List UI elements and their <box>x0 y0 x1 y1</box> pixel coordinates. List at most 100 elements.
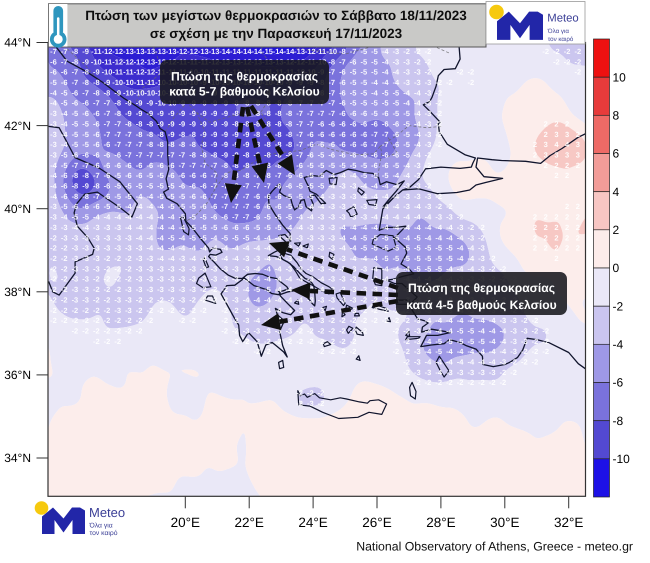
svg-text:-2: -2 <box>211 285 218 294</box>
svg-text:-3: -3 <box>157 285 164 294</box>
svg-text:-4: -4 <box>50 192 57 201</box>
svg-text:-3: -3 <box>82 254 89 263</box>
svg-text:-8: -8 <box>146 119 153 128</box>
svg-text:-8: -8 <box>221 161 228 170</box>
svg-text:-3: -3 <box>50 213 57 222</box>
svg-text:-6: -6 <box>61 192 68 201</box>
svg-text:-3: -3 <box>478 254 485 263</box>
svg-text:-6: -6 <box>93 151 100 160</box>
svg-text:-3: -3 <box>328 254 335 263</box>
svg-text:-4: -4 <box>264 306 271 315</box>
svg-text:-4: -4 <box>136 213 143 222</box>
svg-text:-2: -2 <box>500 264 507 273</box>
svg-text:-2: -2 <box>200 295 207 304</box>
svg-text:-4: -4 <box>328 171 335 180</box>
svg-text:-2: -2 <box>232 337 239 346</box>
svg-text:-4: -4 <box>157 254 164 263</box>
svg-text:-9: -9 <box>136 109 143 118</box>
svg-text:-5: -5 <box>307 182 314 191</box>
svg-text:-6: -6 <box>104 151 111 160</box>
svg-text:-6: -6 <box>125 171 132 180</box>
svg-text:-4: -4 <box>253 316 260 325</box>
svg-text:-6: -6 <box>200 202 207 211</box>
svg-text:-3: -3 <box>328 213 335 222</box>
svg-text:-5: -5 <box>72 109 79 118</box>
svg-text:-4: -4 <box>457 316 464 325</box>
svg-text:-5: -5 <box>157 192 164 201</box>
svg-text:-3: -3 <box>232 285 239 294</box>
svg-text:-8: -8 <box>211 151 218 160</box>
svg-text:-4: -4 <box>360 223 367 232</box>
svg-text:-6: -6 <box>253 202 260 211</box>
svg-text:-10: -10 <box>91 57 102 66</box>
svg-text:-7: -7 <box>232 202 239 211</box>
svg-text:-3: -3 <box>307 306 314 315</box>
svg-text:-6: -6 <box>350 151 357 160</box>
svg-text:-2: -2 <box>360 295 367 304</box>
svg-text:-3: -3 <box>104 223 111 232</box>
svg-text:-5: -5 <box>114 192 121 201</box>
svg-text:3: 3 <box>544 140 548 149</box>
svg-text:-6: -6 <box>382 151 389 160</box>
svg-text:-2: -2 <box>318 327 325 336</box>
svg-text:-3: -3 <box>82 275 89 284</box>
svg-text:-4: -4 <box>382 47 389 56</box>
svg-text:-4: -4 <box>371 223 378 232</box>
svg-text:-5: -5 <box>425 244 432 253</box>
svg-text:-5: -5 <box>393 161 400 170</box>
svg-text:-4: -4 <box>350 233 357 242</box>
svg-text:-4: -4 <box>360 192 367 201</box>
svg-text:-3: -3 <box>157 264 164 273</box>
svg-text:-4: -4 <box>146 202 153 211</box>
svg-text:20°E: 20°E <box>171 515 200 530</box>
svg-text:-4: -4 <box>382 223 389 232</box>
svg-text:-6: -6 <box>393 151 400 160</box>
svg-text:-5: -5 <box>168 192 175 201</box>
svg-text:-8: -8 <box>72 182 79 191</box>
svg-text:-5: -5 <box>104 202 111 211</box>
svg-text:-8: -8 <box>264 151 271 160</box>
svg-text:-6: -6 <box>189 171 196 180</box>
svg-text:-2: -2 <box>243 337 250 346</box>
svg-text:-6: -6 <box>114 161 121 170</box>
svg-text:-9: -9 <box>125 99 132 108</box>
svg-text:-4: -4 <box>179 244 186 253</box>
svg-text:-8: -8 <box>200 140 207 149</box>
svg-text:-4: -4 <box>382 182 389 191</box>
svg-text:-3: -3 <box>478 244 485 253</box>
svg-text:-8: -8 <box>243 171 250 180</box>
svg-text:-8: -8 <box>286 130 293 139</box>
svg-text:-5: -5 <box>382 233 389 242</box>
svg-text:2: 2 <box>565 233 569 242</box>
svg-text:-4: -4 <box>403 171 410 180</box>
svg-text:-5: -5 <box>360 244 367 253</box>
svg-text:-2: -2 <box>339 316 346 325</box>
svg-text:-2: -2 <box>574 68 581 77</box>
svg-text:-4: -4 <box>403 213 410 222</box>
svg-text:22°E: 22°E <box>234 515 263 530</box>
svg-text:-7: -7 <box>328 109 335 118</box>
svg-text:-2: -2 <box>146 316 153 325</box>
svg-text:-5: -5 <box>61 202 68 211</box>
svg-text:-13: -13 <box>294 47 305 56</box>
svg-text:-3: -3 <box>82 285 89 294</box>
svg-text:24°E: 24°E <box>298 515 327 530</box>
svg-text:-5: -5 <box>360 68 367 77</box>
svg-text:-4: -4 <box>382 68 389 77</box>
svg-text:-2: -2 <box>435 202 442 211</box>
svg-text:2: 2 <box>565 161 569 170</box>
svg-text:-5: -5 <box>360 99 367 108</box>
svg-text:-4: -4 <box>114 213 121 222</box>
svg-text:-5: -5 <box>393 99 400 108</box>
svg-text:-2: -2 <box>350 347 357 356</box>
svg-text:-4: -4 <box>446 327 453 336</box>
svg-text:-2: -2 <box>136 295 143 304</box>
svg-text:-2: -2 <box>296 337 303 346</box>
svg-text:-2: -2 <box>72 306 79 315</box>
svg-text:-7: -7 <box>243 213 250 222</box>
svg-text:-6: -6 <box>104 182 111 191</box>
svg-text:-2: -2 <box>200 285 207 294</box>
svg-text:-2: -2 <box>253 337 260 346</box>
svg-text:-5: -5 <box>318 182 325 191</box>
svg-text:-11: -11 <box>316 47 326 56</box>
